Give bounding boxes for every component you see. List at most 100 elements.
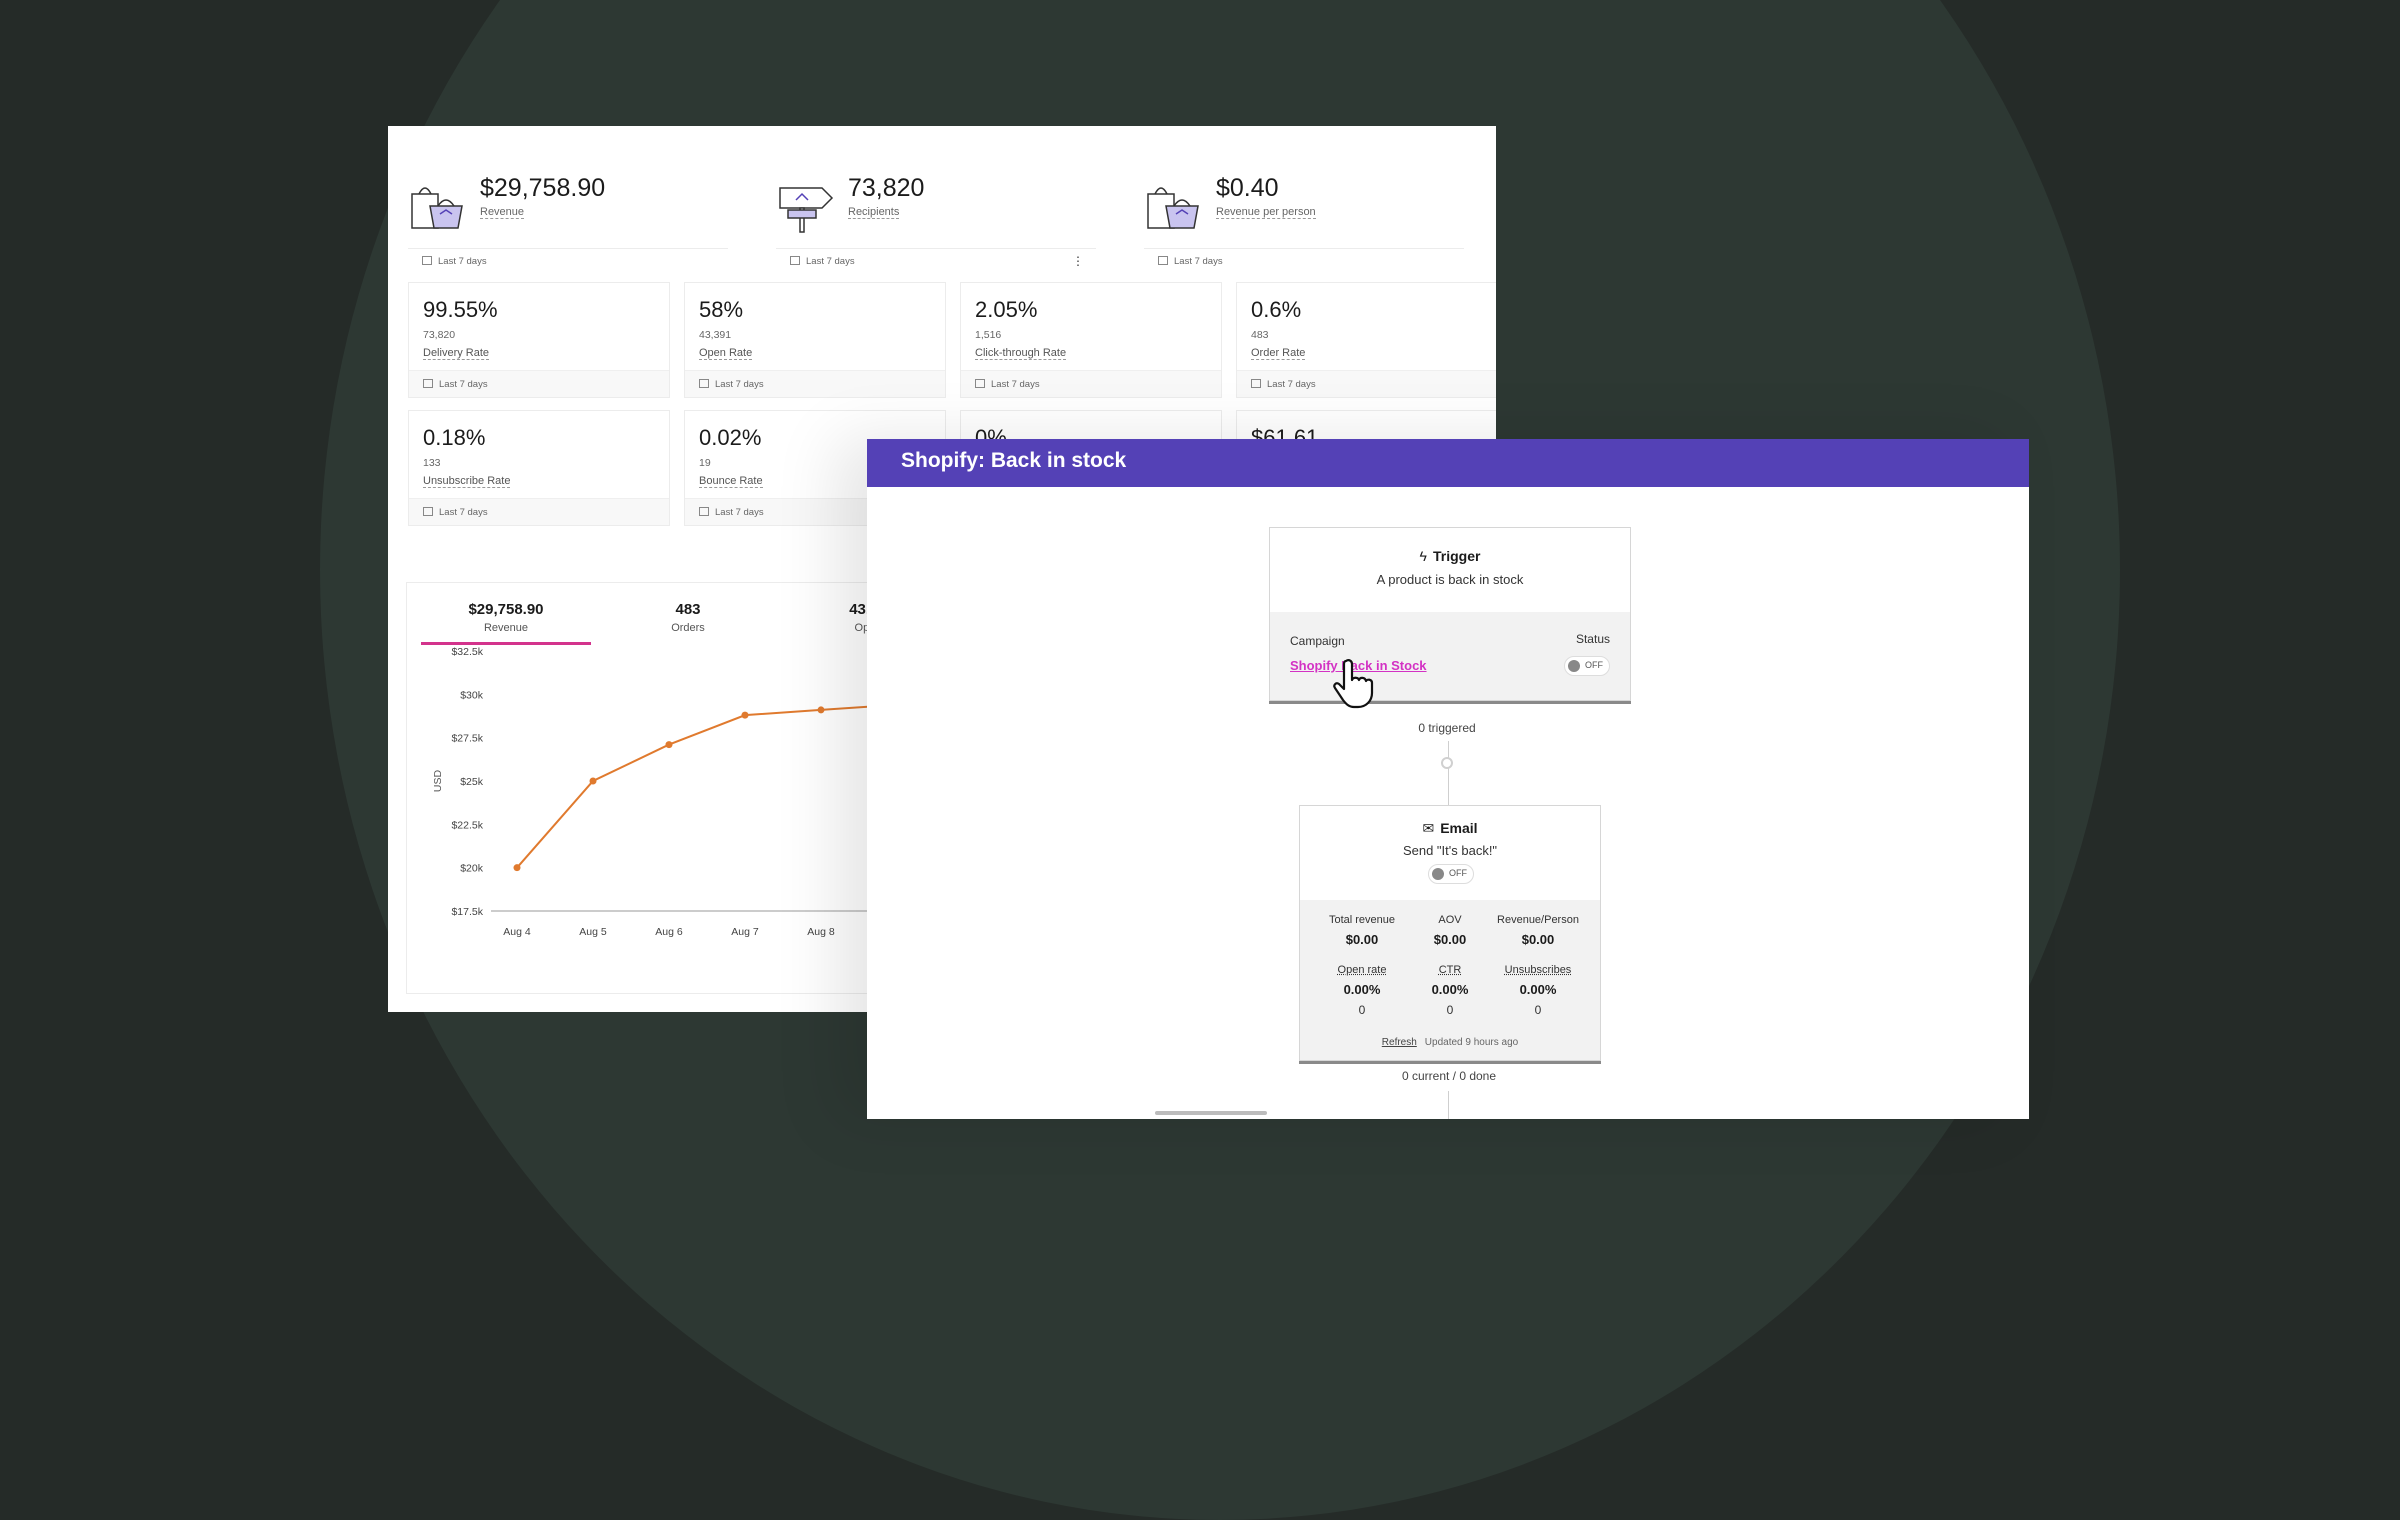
kpi-label[interactable]: Recipients [848, 206, 899, 219]
flow-builder-panel: Shopify: Back in stock ϟ Trigger A produc… [867, 439, 2029, 1119]
email-status-toggle[interactable]: OFF [1428, 864, 1474, 884]
x-tick-label: Aug 4 [503, 926, 531, 938]
x-tick-label: Aug 8 [807, 926, 835, 938]
triggered-count: 0 triggered [1407, 721, 1487, 735]
horizontal-scrollbar[interactable] [1155, 1111, 1267, 1115]
metric-label[interactable]: Open Rate [699, 347, 752, 360]
x-tick-label: Aug 5 [579, 926, 607, 938]
metric-value: 2.05% [975, 297, 1037, 323]
kpi-label[interactable]: Revenue per person [1216, 206, 1316, 219]
metric-label[interactable]: Unsubscribe Rate [423, 475, 510, 488]
metric-period: Last 7 days [1251, 379, 1316, 390]
kpi-period: Last 7 days [422, 256, 487, 267]
calendar-icon [423, 507, 433, 516]
calendar-icon [423, 379, 433, 388]
status-toggle[interactable]: OFF [1564, 656, 1610, 676]
current-done-count: 0 current / 0 done [1349, 1069, 1549, 1083]
lightning-icon: ϟ [1420, 548, 1427, 564]
metric-total-revenue: Total revenue $0.00 [1312, 914, 1412, 947]
trigger-heading: ϟ Trigger [1270, 548, 1630, 564]
shopping-bags-icon [1144, 180, 1202, 234]
chart-tab-orders[interactable]: 483 Orders [603, 601, 773, 634]
chart-tab-label: Revenue [421, 622, 591, 634]
metric-count: 43,391 [699, 329, 731, 341]
x-tick-label: Aug 6 [655, 926, 683, 938]
metric-open-rate: Open rate 0.00% 0 [1312, 964, 1412, 1017]
signpost-icon [776, 180, 834, 234]
revenue-data-point[interactable] [514, 864, 521, 871]
campaign-label: Campaign [1290, 634, 1345, 648]
calendar-icon [790, 256, 800, 265]
status-label: Status [1576, 632, 1610, 646]
add-step-dot[interactable] [1441, 757, 1453, 769]
metric-count: 1,516 [975, 329, 1001, 341]
trigger-node[interactable]: ϟ Trigger A product is back in stock Camp… [1269, 527, 1631, 701]
y-tick-label: $22.5k [451, 819, 483, 831]
metric-value: 0.18% [423, 425, 485, 451]
refresh-link[interactable]: Refresh [1382, 1037, 1417, 1048]
metric-count: 133 [423, 457, 441, 469]
metric-revenue-per-person: Revenue/Person $0.00 [1488, 914, 1588, 947]
metric-card-delivery-rate: 99.55% 73,820 Delivery Rate Last 7 days [408, 282, 670, 398]
y-tick-label: $20k [460, 863, 484, 875]
metric-card-open-rate: 58% 43,391 Open Rate Last 7 days [684, 282, 946, 398]
kpi-recipients: 73,820 Recipients Last 7 days ⋮ [756, 150, 1096, 270]
revenue-data-point[interactable] [666, 741, 673, 748]
envelope-icon: ✉ [1422, 820, 1434, 836]
metric-period: Last 7 days [699, 507, 764, 518]
metric-unsubscribes: Unsubscribes 0.00% 0 [1488, 964, 1588, 1017]
kpi-value: 73,820 [848, 174, 924, 203]
kpi-revenue-per-person: $0.40 Revenue per person Last 7 days [1124, 150, 1464, 270]
kpi-value: $0.40 [1216, 174, 1279, 203]
x-tick-label: Aug 7 [731, 926, 759, 938]
y-tick-label: $27.5k [451, 733, 483, 745]
metric-period: Last 7 days [423, 379, 488, 390]
flow-connector [1448, 1091, 1449, 1119]
trigger-description: A product is back in stock [1270, 572, 1630, 587]
metric-count: 483 [1251, 329, 1269, 341]
metric-value: 0.02% [699, 425, 761, 451]
metric-value: 58% [699, 297, 743, 323]
metric-card-unsubscribe-rate: 0.18% 133 Unsubscribe Rate Last 7 days [408, 410, 670, 526]
metric-label[interactable]: Click-through Rate [975, 347, 1066, 360]
y-tick-label: $25k [460, 776, 484, 788]
chart-tab-value: $29,758.90 [421, 601, 591, 618]
y-axis-label: USD [432, 769, 444, 792]
calendar-icon [422, 256, 432, 265]
metric-period: Last 7 days [423, 507, 488, 518]
shopping-bags-icon [408, 180, 466, 234]
metric-period: Last 7 days [699, 379, 764, 390]
y-tick-label: $32.5k [451, 646, 483, 658]
hand-pointer-icon [1332, 657, 1378, 709]
email-node[interactable]: ✉ Email Send "It's back!" OFF Total reven… [1299, 805, 1601, 1061]
calendar-icon [699, 379, 709, 388]
updated-time: Updated 9 hours ago [1425, 1037, 1518, 1048]
revenue-data-point[interactable] [590, 778, 597, 785]
kpi-period: Last 7 days [790, 256, 855, 267]
flow-title: Shopify: Back in stock [901, 449, 1126, 473]
revenue-series-line [517, 705, 897, 868]
y-tick-label: $30k [460, 689, 484, 701]
metric-count: 73,820 [423, 329, 455, 341]
metric-label[interactable]: Order Rate [1251, 347, 1305, 360]
calendar-icon [975, 379, 985, 388]
kpi-value: $29,758.90 [480, 174, 605, 203]
metric-aov: AOV $0.00 [1400, 914, 1500, 947]
metric-value: 99.55% [423, 297, 498, 323]
more-options-icon[interactable]: ⋮ [1072, 254, 1084, 268]
revenue-data-point[interactable] [742, 712, 749, 719]
metric-label[interactable]: Bounce Rate [699, 475, 763, 488]
revenue-data-point[interactable] [818, 706, 825, 713]
metric-label[interactable]: Delivery Rate [423, 347, 489, 360]
metric-ctr: CTR 0.00% 0 [1400, 964, 1500, 1017]
calendar-icon [699, 507, 709, 516]
kpi-label[interactable]: Revenue [480, 206, 524, 219]
metric-count: 19 [699, 457, 711, 469]
y-tick-label: $17.5k [451, 906, 483, 918]
chart-tab-label: Orders [603, 622, 773, 634]
email-heading: ✉ Email [1300, 820, 1600, 837]
chart-tab-value: 483 [603, 601, 773, 618]
calendar-icon [1251, 379, 1261, 388]
metric-card-click-through-rate: 2.05% 1,516 Click-through Rate Last 7 da… [960, 282, 1222, 398]
metric-card-order-rate: 0.6% 483 Order Rate Last 7 days [1236, 282, 1496, 398]
